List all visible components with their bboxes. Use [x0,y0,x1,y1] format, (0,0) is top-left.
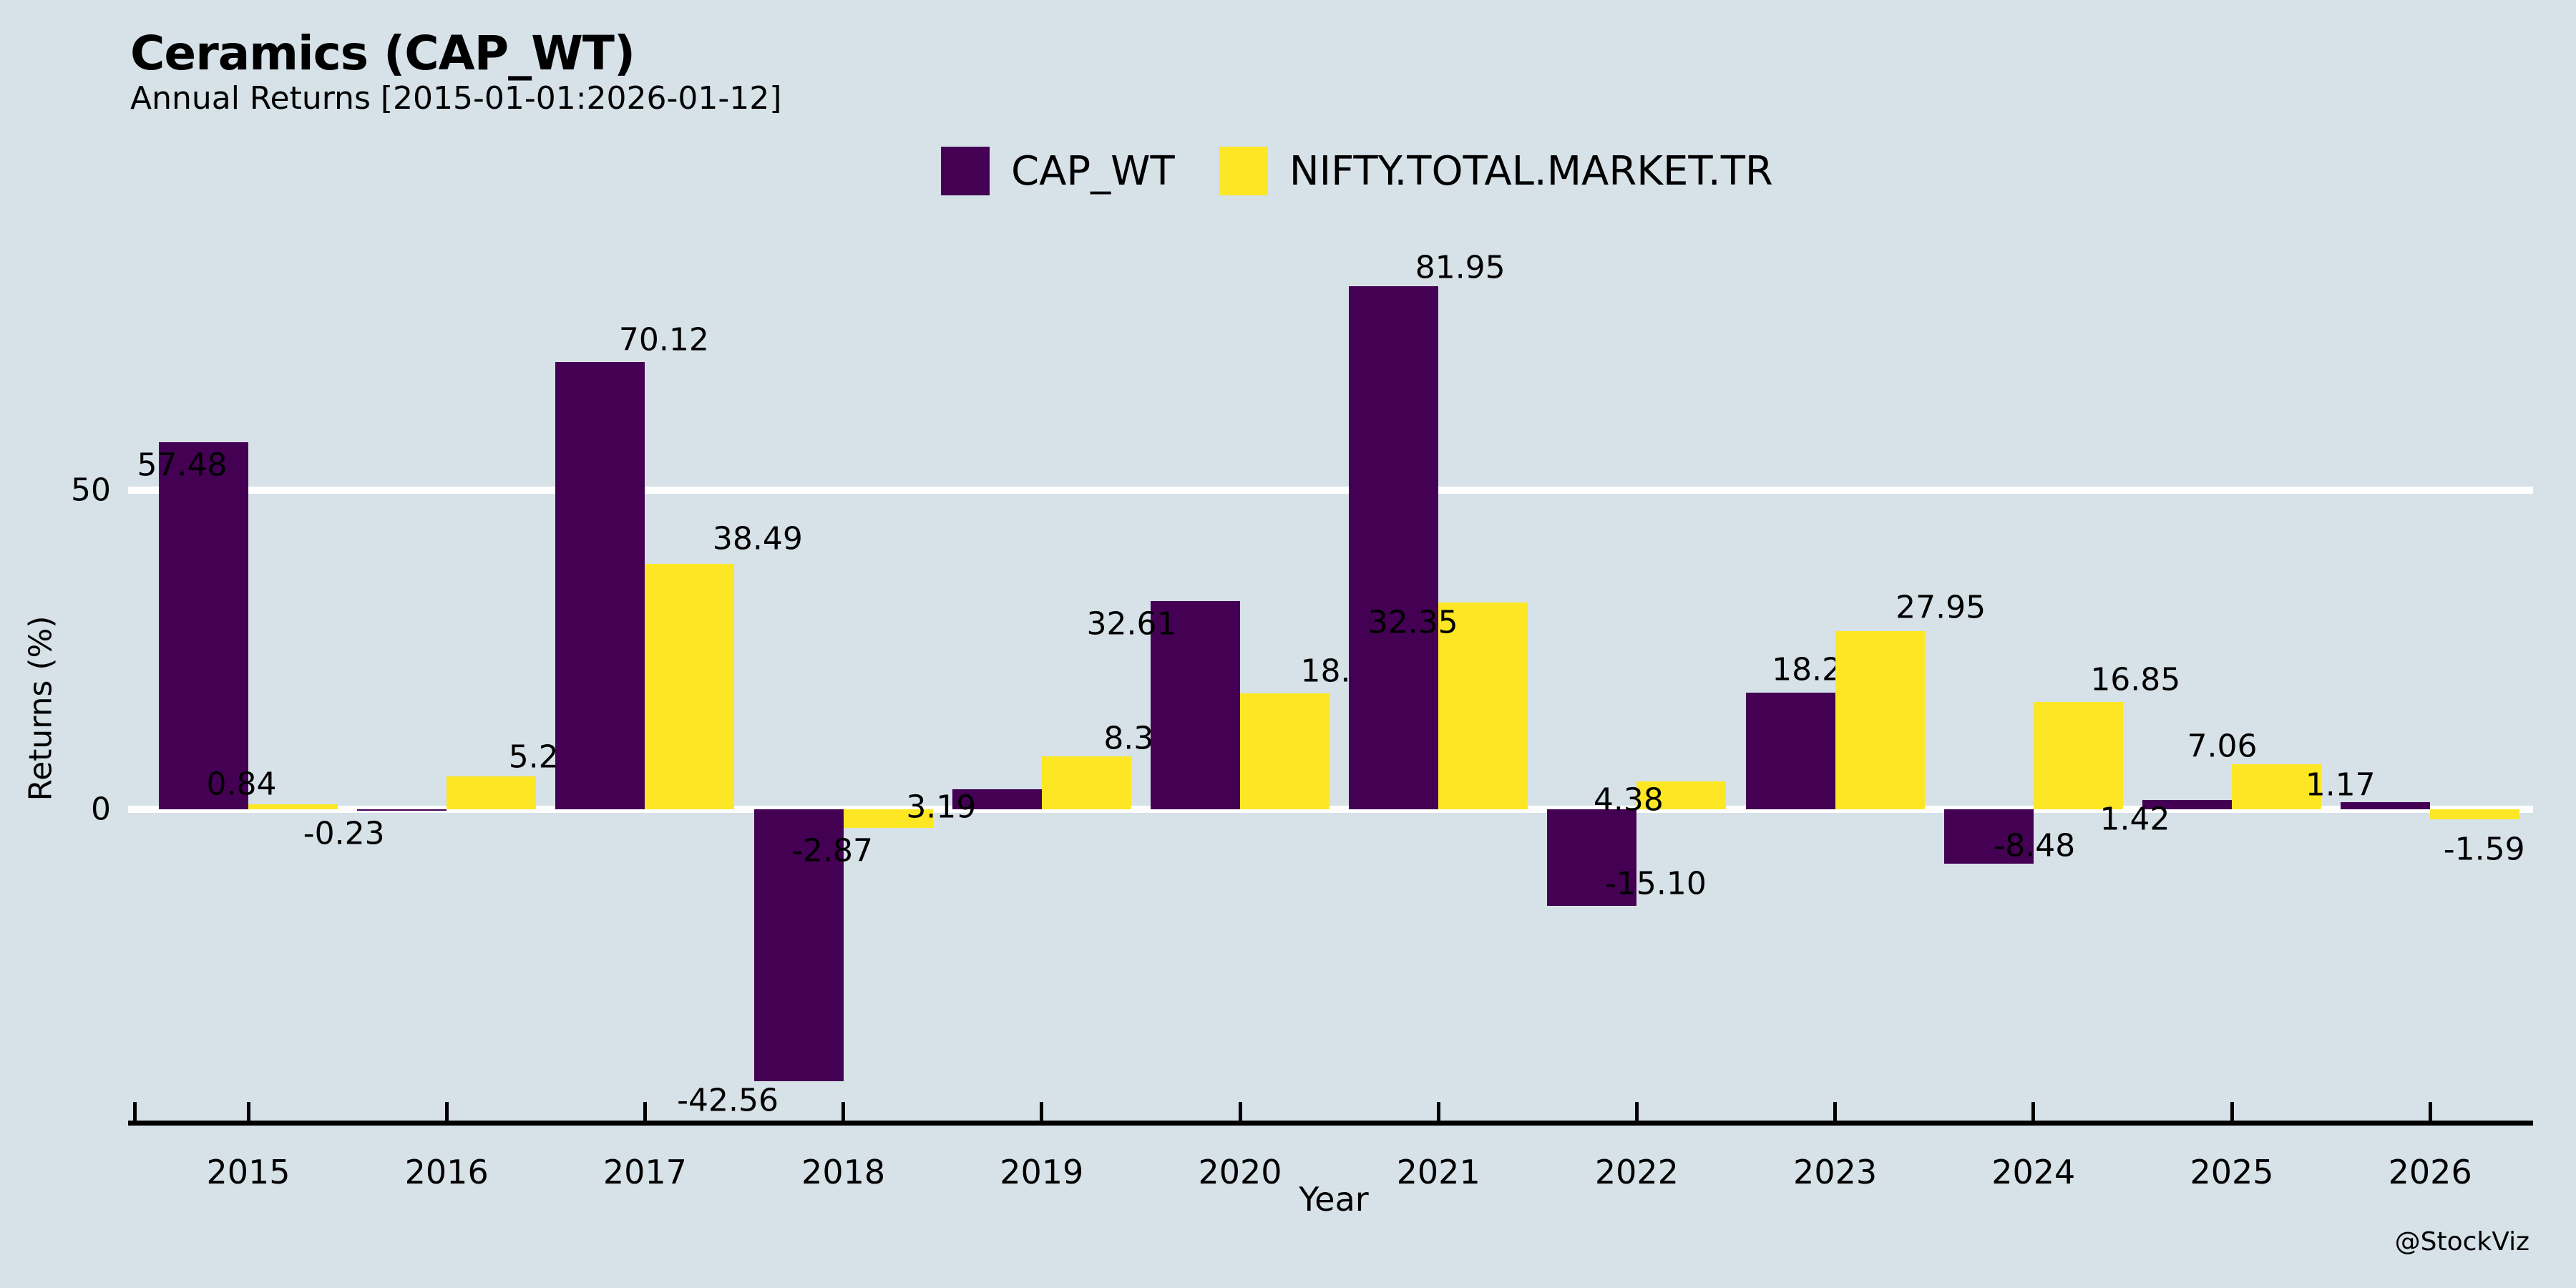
value-label-nifty-total-market-tr-2021: 32.35 [1367,604,1458,641]
x-tick-2024 [2031,1102,2036,1123]
bar-cap-wt-2023 [1745,693,1835,809]
value-label-cap-wt-2025: 1.42 [2099,801,2170,838]
bar-nifty-total-market-tr-2024 [2033,701,2123,809]
bar-cap-wt-2024 [1943,809,2034,864]
value-label-cap-wt-2020: 32.61 [1086,605,1177,643]
value-label-nifty-total-market-tr-2023: 27.95 [1896,589,1986,626]
bar-cap-wt-2020 [1151,601,1240,809]
x-tick-2025 [2230,1102,2234,1123]
value-label-cap-wt-2026: 1.17 [2305,766,2376,804]
x-tick-2021 [1436,1102,1440,1123]
x-tick-label-2016: 2016 [404,1153,489,1191]
value-label-nifty-total-market-tr-2022: 4.38 [1593,781,1664,819]
value-label-nifty-total-market-tr-2018: -2.87 [791,832,874,869]
bar-cap-wt-2026 [2341,801,2431,809]
value-label-nifty-total-market-tr-2015: 0.84 [206,766,277,802]
x-tick-2015 [246,1102,250,1123]
x-axis-line [128,1121,2533,1126]
bar-cap-wt-2019 [952,789,1042,809]
bar-nifty-total-market-tr-2018 [843,809,933,828]
bar-cap-wt-2016 [357,809,447,811]
bar-nifty-total-market-tr-2025 [2232,764,2321,809]
x-tick-2016 [444,1102,449,1123]
value-label-cap-wt-2017: 70.12 [618,321,709,358]
bar-cap-wt-2021 [1349,286,1439,809]
legend-label-benchmark: NIFTY.TOTAL.MARKET.TR [1289,147,1773,195]
x-tick-label-2023: 2023 [1793,1153,1878,1191]
value-label-cap-wt-2024: -8.48 [1994,827,2076,864]
x-axis-title: Year [1299,1180,1369,1219]
value-label-cap-wt-2019: 3.19 [906,789,977,826]
x-tick-2018 [841,1102,846,1123]
legend: CAP_WT NIFTY.TOTAL.MARKET.TR [941,147,1773,195]
bar-nifty-total-market-tr-2015 [248,804,338,809]
x-tick-label-2022: 2022 [1594,1153,1679,1191]
bar-nifty-total-market-tr-2022 [1636,781,1727,809]
watermark: @StockViz [2394,1227,2529,1257]
x-tick-label-2025: 2025 [2190,1153,2274,1191]
value-label-nifty-total-market-tr-2017: 38.49 [712,520,803,557]
legend-swatch-benchmark [1219,147,1268,195]
x-tick-2019 [1040,1102,1044,1123]
x-tick-2022 [1634,1102,1639,1123]
value-label-nifty-total-market-tr-2024: 16.85 [2090,661,2181,698]
x-tick-2023 [1833,1102,1838,1123]
bar-nifty-total-market-tr-2017 [645,563,735,809]
x-tick-label-2026: 2026 [2388,1153,2472,1191]
value-label-nifty-total-market-tr-2025: 7.06 [2187,728,2258,765]
x-tick-label-2020: 2020 [1198,1153,1282,1191]
x-tick-label-2018: 2018 [801,1153,886,1191]
x-tick-axis-start [133,1102,137,1123]
chart-title: Ceramics (CAP_WT) [130,26,635,81]
bar-nifty-total-market-tr-2026 [2430,809,2520,820]
x-tick-label-2019: 2019 [1000,1153,1084,1191]
x-tick-label-2024: 2024 [1991,1153,2076,1191]
legend-label-cap-wt: CAP_WT [1011,147,1175,195]
y-tick-label-50: 50 [71,472,111,509]
bar-cap-wt-2017 [555,361,645,809]
y-axis-title: Returns (%) [22,615,59,801]
bar-cap-wt-2018 [753,809,844,1081]
x-tick-label-2021: 2021 [1396,1153,1480,1191]
value-label-cap-wt-2016: -0.23 [303,815,385,852]
x-tick-label-2015: 2015 [206,1153,291,1191]
bar-nifty-total-market-tr-2020 [1240,693,1330,809]
bar-nifty-total-market-tr-2019 [1041,756,1131,809]
x-tick-2017 [643,1102,647,1123]
gridline-0 [128,806,2533,813]
x-tick-2026 [2428,1102,2432,1123]
bar-cap-wt-2025 [2142,800,2232,809]
value-label-cap-wt-2018: -42.56 [677,1082,779,1119]
value-label-cap-wt-2022: -15.10 [1604,865,1707,902]
bar-nifty-total-market-tr-2016 [447,776,537,809]
gridline-50 [128,487,2533,494]
y-tick-label-0: 0 [91,791,111,828]
value-label-cap-wt-2021: 81.95 [1415,249,1506,286]
value-label-nifty-total-market-tr-2026: -1.59 [2443,831,2525,868]
value-label-cap-wt-2015: 57.48 [137,447,228,484]
bar-cap-wt-2015 [159,442,248,809]
x-tick-label-2017: 2017 [602,1153,687,1191]
chart-subtitle: Annual Returns [2015-01-01:2026-01-12] [130,80,782,117]
legend-swatch-cap-wt [941,147,990,195]
bar-nifty-total-market-tr-2023 [1835,630,1925,809]
bar-nifty-total-market-tr-2021 [1438,602,1528,809]
x-tick-2020 [1238,1102,1242,1123]
bar-cap-wt-2022 [1547,809,1637,906]
